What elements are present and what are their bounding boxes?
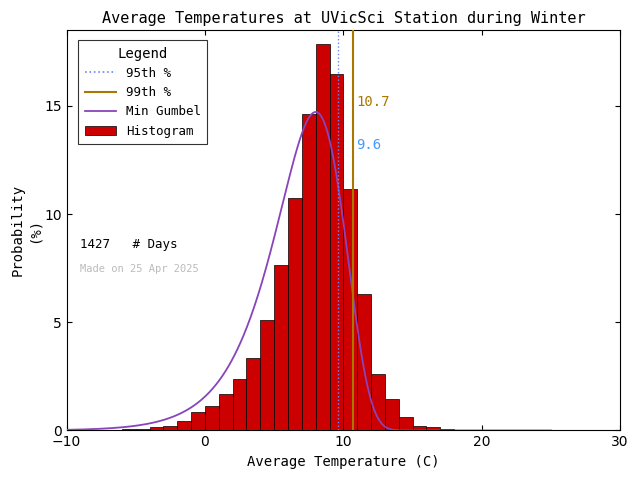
Min Gumbel [541,428,548,433]
Bar [343,189,357,431]
Bar [426,428,440,431]
Min Gumbel [481,428,488,433]
Bar [136,429,150,431]
Title: Average Temperatures at UVicSci Station during Winter: Average Temperatures at UVicSci Station … [102,11,585,26]
Bar [191,412,205,431]
Bar [440,429,454,431]
Bar [399,417,413,431]
Bar [413,426,426,431]
Bar [274,265,288,431]
Bar [233,379,246,431]
Bar [385,399,399,431]
Min Gumbel [312,109,319,115]
Bar [163,426,177,431]
X-axis label: Average Temperature (C): Average Temperature (C) [247,455,440,469]
Min Gumbel [92,426,100,432]
Bar [302,114,316,431]
Bar [246,358,260,431]
Bar [330,74,343,431]
Min Gumbel [431,428,438,433]
Min Gumbel [357,350,365,356]
Text: 1427   # Days: 1427 # Days [81,238,178,252]
Bar [260,320,274,431]
Bar [205,406,219,431]
Min Gumbel [344,258,352,264]
Bar [316,44,330,431]
Min Gumbel [63,427,70,432]
Bar [177,421,191,431]
Bar [122,429,136,431]
Bar [371,374,385,431]
Text: Made on 25 Apr 2025: Made on 25 Apr 2025 [81,264,199,274]
Line: Min Gumbel: Min Gumbel [67,112,551,431]
Text: 9.6: 9.6 [356,138,381,152]
Text: 10.7: 10.7 [356,95,390,109]
Y-axis label: Probability
(%): Probability (%) [11,184,42,276]
Bar [219,394,233,431]
Bar [150,428,163,431]
Bar [357,294,371,431]
Bar [288,198,302,431]
Legend: 95th %, 99th %, Min Gumbel, Histogram: 95th %, 99th %, Min Gumbel, Histogram [78,40,207,144]
Min Gumbel [372,411,380,417]
Min Gumbel [547,428,555,433]
